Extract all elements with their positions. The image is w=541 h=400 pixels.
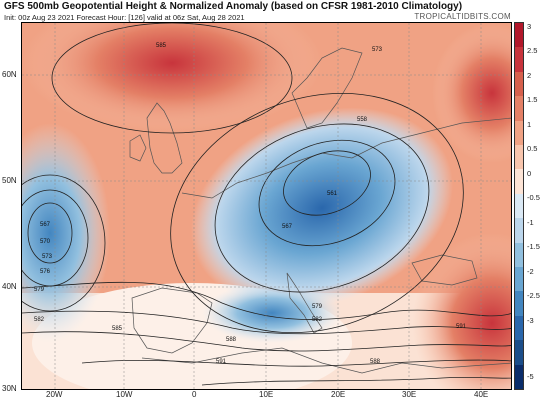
contour-label: 573 [372, 47, 383, 53]
contour-atlantic-low-3 [22, 174, 106, 312]
colorbar-segment [515, 47, 523, 72]
lat-label-40n: 40N [2, 282, 17, 291]
lon-label-0: 0 [192, 390, 197, 399]
map-frame: 585 573 567 570 573 576 579 582 585 561 … [21, 22, 512, 390]
contour-label: 579 [312, 304, 323, 310]
contour-573 [170, 92, 464, 334]
scandinavia-coast [291, 47, 363, 129]
northeast-positive [432, 23, 511, 163]
colorbar-segment [515, 96, 523, 121]
contour-558 [283, 150, 371, 216]
north-atlantic-positive [22, 23, 322, 133]
contour-label: 558 [357, 117, 368, 123]
contour-561 [258, 139, 396, 247]
contour-label: 585 [112, 326, 123, 332]
colorbar-segment [515, 193, 523, 219]
colorbar-segment [515, 242, 523, 267]
lon-label-10w: 10W [116, 390, 133, 399]
colorbar-tick: 2 [527, 71, 532, 80]
contour-579 [22, 281, 511, 320]
colorbar-tick: 1.5 [527, 95, 538, 104]
colorbar-segment [515, 218, 523, 243]
contour-label: 579 [34, 287, 45, 293]
contour-label: 570 [40, 239, 51, 245]
colorbar-segment [515, 144, 523, 170]
lat-label-60n: 60N [2, 70, 17, 79]
contour-label: 591 [216, 359, 227, 365]
contour-label: 561 [327, 191, 338, 197]
colorbar-segment [515, 71, 523, 97]
colorbar-tick: 0 [527, 169, 532, 178]
map-subtitle: Init: 00z Aug 23 2021 Forecast Hour: [12… [4, 13, 245, 22]
iberia-coast [131, 287, 213, 354]
anomaly-map: 585 573 567 570 573 576 579 582 585 561 … [22, 23, 511, 389]
colorbar-tick: 1 [527, 120, 532, 129]
colorbar-tick: -1.5 [527, 242, 540, 251]
colorbar-segment [515, 267, 523, 292]
contour-588 [81, 359, 511, 367]
lon-label-10e: 10E [259, 390, 274, 399]
contour-label: 588 [370, 359, 381, 365]
contour-591 [201, 376, 511, 386]
contour-label-group: 585 573 567 570 573 576 579 582 585 561 … [34, 43, 467, 365]
contour-label: 582 [34, 317, 45, 323]
colorbar-tick: -1 [527, 218, 534, 227]
colorbar-segment [515, 364, 523, 389]
graticule [22, 23, 511, 389]
west-med-negative [202, 283, 342, 343]
lon-label-20e: 20E [331, 390, 346, 399]
contour-label: 582 [312, 317, 323, 323]
contour-585-north [51, 23, 293, 134]
colorbar-tick: 2.5 [527, 46, 538, 55]
lat-label-50n: 50N [2, 176, 17, 185]
height-contours [22, 23, 511, 386]
east-positive [412, 233, 511, 389]
colorbar-tick: -5 [527, 372, 534, 381]
contour-label: 567 [282, 224, 293, 230]
lon-label-40e: 40E [474, 390, 489, 399]
colorbar-tick: -0.5 [527, 193, 540, 202]
colorbar-segment [515, 291, 523, 316]
colorbar [514, 22, 524, 390]
contour-atlantic-low-1 [27, 202, 73, 264]
lat-label-30n: 30N [2, 384, 17, 393]
contour-label: 567 [40, 222, 51, 228]
colorbar-segment [515, 120, 523, 145]
ireland-coast [129, 134, 147, 162]
map-title: GFS 500mb Geopotential Height & Normaliz… [4, 1, 463, 12]
colorbar-tick: 0.5 [527, 144, 538, 153]
contour-label: 591 [456, 324, 467, 330]
colorbar-segment [515, 340, 523, 365]
colorbar-segment [515, 315, 523, 341]
contour-567 [214, 123, 430, 293]
colorbar-tick: 3 [527, 22, 532, 31]
colorbar-tick: -3 [527, 316, 534, 325]
brand-label: TROPICALTIDBITS.COM [414, 12, 511, 21]
contour-label: 585 [156, 43, 167, 49]
uk-coast [146, 102, 183, 174]
contour-label: 573 [42, 254, 53, 260]
lon-label-30e: 30E [402, 390, 417, 399]
north-africa-coast [141, 347, 511, 374]
atlantic-low-negative [22, 123, 110, 343]
colorbar-tick: -2 [527, 267, 534, 276]
colorbar-segment [515, 23, 523, 48]
title-block: GFS 500mb Geopotential Height & Normaliz… [4, 1, 463, 23]
contour-label: 588 [226, 337, 237, 343]
colorbar-tick: -2.5 [527, 291, 540, 300]
contour-582 [22, 310, 511, 335]
lon-label-20w: 20W [46, 390, 63, 399]
contour-585 [22, 331, 511, 352]
contour-label: 576 [40, 269, 51, 275]
central-europe-negative [191, 107, 453, 309]
colorbar-segment [515, 169, 523, 194]
